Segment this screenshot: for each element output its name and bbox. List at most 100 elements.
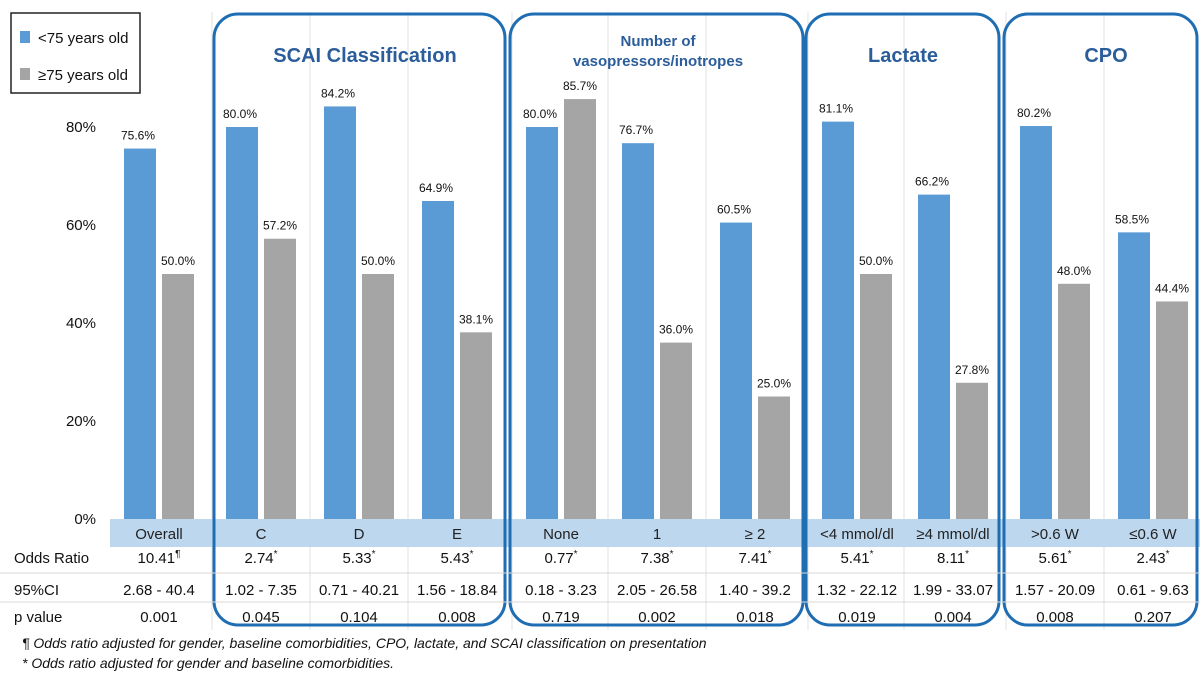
table-cell: 0.719 [542,609,580,626]
data-label-75plus: 27.8% [955,363,989,377]
table-cell: 0.019 [838,609,876,626]
group-title: CPO [1084,45,1127,67]
bar-75plus [956,382,988,519]
data-label-under75: 80.2% [1017,106,1051,120]
significance-mark: * [1166,549,1170,560]
bar-under75 [226,127,258,519]
group-title: Number of [621,33,697,50]
group-title: Lactate [868,45,938,67]
bar-under75 [324,106,356,520]
table-cell: 0.61 - 9.63 [1117,582,1189,599]
table-cell: 7.41* [738,549,771,567]
table-row-label: Odds Ratio [14,550,89,567]
group-title: SCAI Classification [273,45,456,67]
bar-under75 [720,222,752,520]
bar-under75 [526,127,558,519]
data-label-75plus: 36.0% [659,323,693,337]
data-label-75plus: 44.4% [1155,281,1189,295]
y-tick-label: 80% [66,119,96,136]
significance-mark: * [768,549,772,560]
category-label: >0.6 W [1031,526,1080,543]
bar-75plus [460,332,492,519]
group-title: vasopressors/inotropes [573,53,743,70]
data-label-under75: 80.0% [523,107,557,121]
table-cell: 1.02 - 7.35 [225,582,297,599]
data-label-75plus: 57.2% [263,219,297,233]
group-box [508,12,805,627]
table-cell: 8.11* [937,549,969,567]
y-tick-label: 0% [74,511,96,528]
data-label-under75: 76.7% [619,123,653,137]
bar-75plus [264,238,296,519]
bar-75plus [362,274,394,519]
table-cell: 0.18 - 3.23 [525,582,597,599]
significance-mark: ¶ [175,549,180,560]
data-label-75plus: 85.7% [563,79,597,93]
y-tick-label: 60% [66,217,96,234]
y-tick-label: 20% [66,413,96,430]
data-label-75plus: 50.0% [361,254,395,268]
table-cell: 0.045 [242,609,280,626]
table-cell: 5.61* [1038,549,1071,567]
significance-mark: * [372,549,376,560]
bar-75plus [162,274,194,519]
table-cell: 0.018 [736,609,774,626]
data-label-under75: 84.2% [321,86,355,100]
data-label-under75: 64.9% [419,181,453,195]
bar-75plus [564,99,596,519]
category-label: D [354,526,365,543]
table-row-label: p value [14,609,62,626]
bar-under75 [124,148,156,519]
table-cell: 0.71 - 40.21 [319,582,399,599]
category-label: None [543,526,579,543]
bar-under75 [1020,126,1052,520]
data-label-under75: 75.6% [121,129,155,143]
table-cell: 5.41* [840,549,873,567]
data-label-under75: 81.1% [819,102,853,116]
table-cell: 1.99 - 33.07 [913,582,993,599]
significance-mark: * [870,549,874,560]
data-label-75plus: 50.0% [859,254,893,268]
table-cell: 2.05 - 26.58 [617,582,697,599]
legend-swatch-75plus [20,68,30,80]
y-tick-label: 40% [66,315,96,332]
table-cell: 2.68 - 40.4 [123,582,195,599]
footnote: * Odds ratio adjusted for gender and bas… [22,655,394,671]
table-row-label: 95%CI [14,582,59,599]
table-cell: 0.104 [340,609,378,626]
data-label-under75: 58.5% [1115,212,1149,226]
group-box [1002,12,1199,627]
bar-75plus [1058,283,1090,519]
group-box [804,12,1001,627]
category-label: 1 [653,526,661,543]
table-cell: 0.002 [638,609,676,626]
data-label-75plus: 38.1% [459,312,493,326]
data-label-75plus: 25.0% [757,377,791,391]
table-cell: 2.43* [1136,549,1169,567]
category-band [110,519,1200,547]
bar-under75 [822,121,854,520]
data-label-75plus: 50.0% [161,254,195,268]
table-cell: 0.207 [1134,609,1172,626]
significance-mark: * [574,549,578,560]
category-label: ≥ 2 [745,526,766,543]
bar-75plus [1156,301,1188,519]
bar-75plus [660,342,692,519]
bar-under75 [622,143,654,520]
significance-mark: * [470,549,474,560]
table-cell: 1.32 - 22.12 [817,582,897,599]
data-label-under75: 60.5% [717,203,751,217]
significance-mark: * [965,549,969,560]
data-label-75plus: 48.0% [1057,264,1091,278]
category-label: <4 mmol/dl [820,526,894,543]
legend-label-under75: <75 years old [38,30,128,47]
table-cell: 5.43* [440,549,473,567]
table-cell: 7.38* [640,549,673,567]
table-cell: 5.33* [342,549,375,567]
table-cell: 0.001 [140,609,178,626]
bar-75plus [758,396,790,519]
bar-75plus [860,274,892,519]
footnote: ¶ Odds ratio adjusted for gender, baseli… [22,635,707,651]
table-cell: 1.56 - 18.84 [417,582,497,599]
table-cell: 2.74* [244,549,277,567]
